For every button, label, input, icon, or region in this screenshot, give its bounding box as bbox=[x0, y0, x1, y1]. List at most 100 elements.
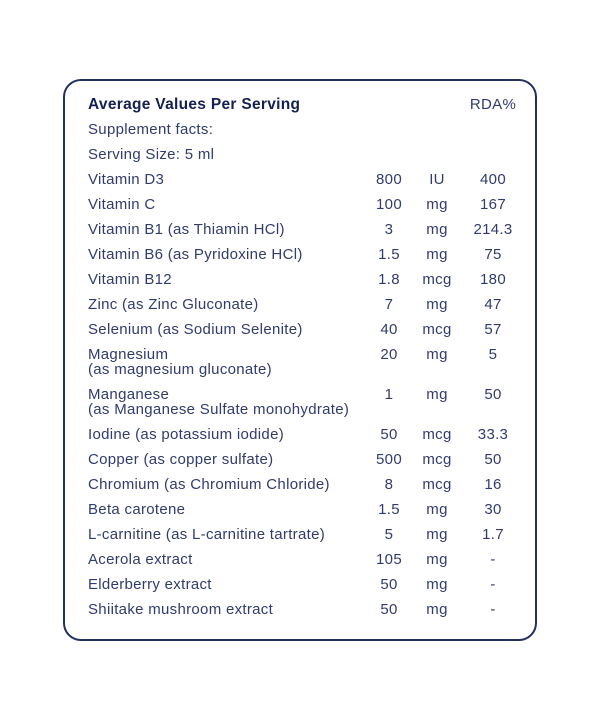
nutrient-name-line1: Manganese bbox=[88, 386, 170, 403]
table-row: Elderberry extract 50 mg - bbox=[88, 572, 526, 597]
nutrient-amount: 1.8 bbox=[378, 271, 400, 288]
info-row-supplement-facts: Supplement facts: bbox=[88, 117, 526, 142]
nutrient-unit: mcg bbox=[422, 321, 452, 338]
nutrient-amount: 50 bbox=[380, 601, 398, 618]
nutrient-unit: mg bbox=[426, 501, 448, 518]
rda-column-header: RDA% bbox=[469, 96, 517, 113]
nutrient-amount: 50 bbox=[380, 576, 398, 593]
nutrient-unit: mg bbox=[426, 386, 448, 403]
nutrient-name: Vitamin B12 bbox=[88, 272, 364, 287]
table-row: Magnesium (as magnesium gluconate) 20 mg… bbox=[88, 342, 526, 382]
nutrient-name-line1: Vitamin C bbox=[88, 196, 156, 213]
table-row: Vitamin C 100 mg 167 bbox=[88, 192, 526, 217]
nutrient-name: Selenium (as Sodium Selenite) bbox=[88, 322, 364, 337]
nutrient-rows: Vitamin D3 800 IU 400 Vitamin C 100 mg 1… bbox=[88, 167, 526, 622]
nutrient-name: Vitamin B6 (as Pyridoxine HCl) bbox=[88, 247, 364, 262]
nutrient-name: Vitamin B1 (as Thiamin HCl) bbox=[88, 222, 364, 237]
supplement-facts-card: Average Values Per Serving RDA% Suppleme… bbox=[63, 79, 537, 641]
nutrient-name: Vitamin C bbox=[88, 197, 364, 212]
nutrient-rda: 5 bbox=[488, 346, 498, 363]
nutrient-amount: 800 bbox=[376, 171, 402, 188]
nutrient-unit: mg bbox=[426, 196, 448, 213]
nutrient-name-line1: Elderberry extract bbox=[88, 576, 212, 593]
table-row: Zinc (as Zinc Gluconate) 7 mg 47 bbox=[88, 292, 526, 317]
nutrient-name: Beta carotene bbox=[88, 502, 364, 517]
table-row: Vitamin B12 1.8 mcg 180 bbox=[88, 267, 526, 292]
nutrient-rda: 400 bbox=[480, 171, 506, 188]
nutrient-name-line1: L-carnitine (as L-carnitine tartrate) bbox=[88, 526, 326, 543]
nutrient-rda: 167 bbox=[480, 196, 506, 213]
nutrient-unit: mg bbox=[426, 246, 448, 263]
nutrient-name-line1: Vitamin B1 (as Thiamin HCl) bbox=[88, 221, 285, 238]
nutrient-rda: 16 bbox=[484, 476, 502, 493]
nutrient-rda: 33.3 bbox=[477, 426, 509, 443]
table-row: Beta carotene 1.5 mg 30 bbox=[88, 497, 526, 522]
nutrient-name: Shiitake mushroom extract bbox=[88, 602, 364, 617]
nutrient-name-line1: Beta carotene bbox=[88, 501, 186, 518]
nutrient-name: Copper (as copper sulfate) bbox=[88, 452, 364, 467]
nutrient-amount: 500 bbox=[376, 451, 402, 468]
nutrient-name-line1: Acerola extract bbox=[88, 551, 193, 568]
nutrient-name: Manganese (as Manganese Sulfate monohydr… bbox=[88, 387, 364, 417]
nutrient-name: Iodine (as potassium iodide) bbox=[88, 427, 364, 442]
nutrient-amount: 100 bbox=[376, 196, 402, 213]
nutrient-name: Vitamin D3 bbox=[88, 172, 364, 187]
info-text: Serving Size: 5 ml bbox=[88, 146, 215, 163]
nutrient-name-line2: (as Manganese Sulfate monohydrate) bbox=[88, 401, 350, 418]
nutrient-name-line1: Zinc (as Zinc Gluconate) bbox=[88, 296, 259, 313]
nutrient-unit: mcg bbox=[422, 271, 452, 288]
nutrient-rda: 214.3 bbox=[473, 221, 513, 238]
table-row: Shiitake mushroom extract 50 mg - bbox=[88, 597, 526, 622]
nutrient-rda: 30 bbox=[484, 501, 502, 518]
nutrient-amount: 20 bbox=[380, 346, 398, 363]
nutrient-unit: mg bbox=[426, 296, 448, 313]
nutrient-name: Chromium (as Chromium Chloride) bbox=[88, 477, 364, 492]
nutrient-name: Magnesium (as magnesium gluconate) bbox=[88, 347, 364, 377]
nutrient-unit: mg bbox=[426, 221, 448, 238]
nutrient-rda: 50 bbox=[484, 451, 502, 468]
nutrient-amount: 7 bbox=[384, 296, 394, 313]
nutrient-name-line2: (as magnesium gluconate) bbox=[88, 361, 272, 378]
nutrient-name-line1: Selenium (as Sodium Selenite) bbox=[88, 321, 303, 338]
nutrient-name-line1: Copper (as copper sulfate) bbox=[88, 451, 274, 468]
nutrient-unit: mg bbox=[426, 601, 448, 618]
nutrient-unit: mg bbox=[426, 551, 448, 568]
nutrient-unit: mg bbox=[426, 576, 448, 593]
nutrient-name-line1: Iodine (as potassium iodide) bbox=[88, 426, 285, 443]
nutrient-name-line1: Vitamin D3 bbox=[88, 171, 165, 188]
nutrient-amount: 3 bbox=[384, 221, 394, 238]
nutrient-rda: 75 bbox=[484, 246, 502, 263]
nutrient-name-line1: Vitamin B6 (as Pyridoxine HCl) bbox=[88, 246, 303, 263]
nutrient-amount: 1.5 bbox=[378, 501, 400, 518]
nutrient-amount: 50 bbox=[380, 426, 398, 443]
nutrient-rda: - bbox=[490, 576, 496, 593]
nutrient-amount: 40 bbox=[380, 321, 398, 338]
nutrient-unit: mcg bbox=[422, 451, 452, 468]
nutrient-name-line1: Magnesium bbox=[88, 346, 169, 363]
nutrient-rda: - bbox=[490, 601, 496, 618]
nutrient-rda: 57 bbox=[484, 321, 502, 338]
table-row: Iodine (as potassium iodide) 50 mcg 33.3 bbox=[88, 422, 526, 447]
nutrient-name-line1: Vitamin B12 bbox=[88, 271, 172, 288]
table-row: Vitamin D3 800 IU 400 bbox=[88, 167, 526, 192]
nutrient-amount: 1 bbox=[384, 386, 394, 403]
nutrient-rda: 50 bbox=[484, 386, 502, 403]
nutrient-unit: IU bbox=[429, 171, 445, 188]
table-row: Selenium (as Sodium Selenite) 40 mcg 57 bbox=[88, 317, 526, 342]
nutrient-rda: 1.7 bbox=[482, 526, 504, 543]
table-row: Manganese (as Manganese Sulfate monohydr… bbox=[88, 382, 526, 422]
nutrient-name-line1: Shiitake mushroom extract bbox=[88, 601, 274, 618]
table-row: Vitamin B1 (as Thiamin HCl) 3 mg 214.3 bbox=[88, 217, 526, 242]
nutrient-name: Acerola extract bbox=[88, 552, 364, 567]
table-row: Chromium (as Chromium Chloride) 8 mcg 16 bbox=[88, 472, 526, 497]
table-header-row: Average Values Per Serving RDA% bbox=[88, 92, 526, 117]
nutrient-name: Elderberry extract bbox=[88, 577, 364, 592]
table-row: Acerola extract 105 mg - bbox=[88, 547, 526, 572]
nutrient-name-line1: Chromium (as Chromium Chloride) bbox=[88, 476, 330, 493]
nutrient-amount: 105 bbox=[376, 551, 402, 568]
nutrient-amount: 5 bbox=[384, 526, 394, 543]
table-row: L-carnitine (as L-carnitine tartrate) 5 … bbox=[88, 522, 526, 547]
nutrient-amount: 1.5 bbox=[378, 246, 400, 263]
nutrient-unit: mg bbox=[426, 346, 448, 363]
